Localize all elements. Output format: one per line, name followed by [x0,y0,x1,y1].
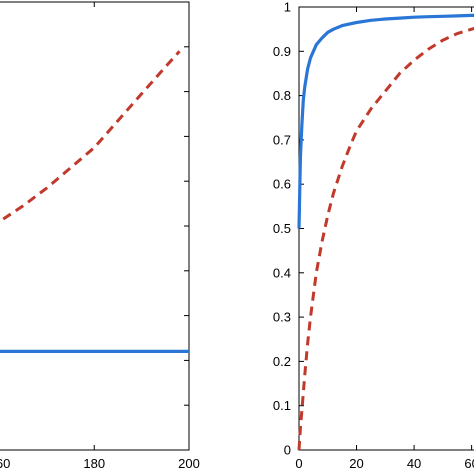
panel-1-series-dashed-line [0,50,181,223]
panel-2-xtick-label-2: 40 [407,456,421,471]
panel-2-series-dashed-line [297,27,474,451]
panel-2-ytick-label-3: 0.3 [273,310,291,325]
panel-2-ytick-label-4: 0.4 [273,265,291,280]
panel-1-axes-frame [0,1,190,451]
panel-2-axes-frame [298,6,474,451]
panel-2-ytick-label-6: 0.6 [273,177,291,192]
panel-2-xtick-label-3: 60 [464,456,474,471]
panel-2-ytick-label-7: 0.7 [273,132,291,147]
panel-2-series-solid-line [297,13,474,229]
panel-2-ytick-label-0: 0 [284,443,291,458]
panel-2-ytick-label-8: 0.8 [273,88,291,103]
panel-2-ytick-label-5: 0.5 [273,221,291,236]
panel-1-xtick-label-1: 160 [0,456,10,471]
panel-2-ytick-label-9: 0.9 [273,44,291,59]
panel-1-xtick-label-3: 200 [178,456,200,471]
panel-2-ytick-label-2: 0.2 [273,354,291,369]
panel-2-ytick-label-10: 1 [284,0,291,15]
panel-2-xtick-label-0: 0 [295,456,302,471]
panel-1-xtick-label-2: 180 [83,456,105,471]
panel-2-ytick-label-1: 0.1 [273,398,291,413]
panel-2-xtick-label-1: 20 [349,456,363,471]
